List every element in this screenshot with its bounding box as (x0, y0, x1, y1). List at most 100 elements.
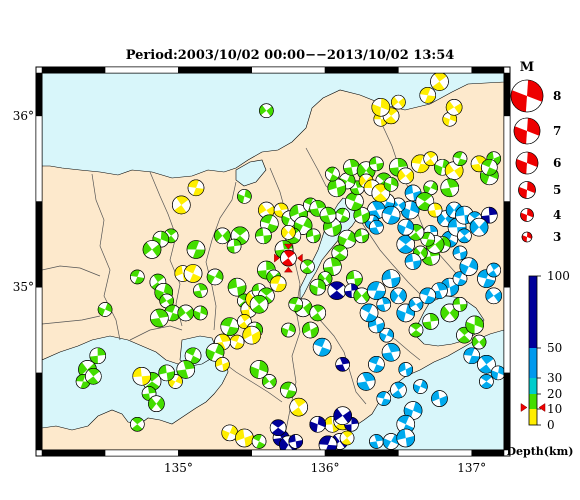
event-beachball (142, 240, 162, 259)
event-beachball (149, 273, 167, 291)
event-beachball (465, 315, 484, 335)
event-beachball (324, 415, 341, 433)
lon-label: 135° (164, 461, 193, 475)
depth-band (529, 348, 537, 378)
map-border-ticks (35, 66, 511, 457)
depth-scale-title: Depth(km) (507, 445, 574, 458)
frame-bar-bottom (41, 449, 106, 457)
event-beachball (237, 314, 252, 329)
event-beachball (376, 391, 392, 406)
magnitude-legend-label: 7 (553, 124, 561, 138)
frame-bar-right (503, 286, 511, 374)
lon-label: 137° (457, 461, 486, 475)
frame-bar-bottom (178, 449, 252, 457)
event-beachball (404, 184, 422, 202)
magnitude-legend-ball (510, 79, 544, 113)
event-beachball (309, 415, 327, 433)
event-beachball (356, 372, 376, 391)
magnitude-legend-label: 5 (553, 183, 561, 197)
magnitude-legend-ball (521, 231, 533, 243)
event-beachball (242, 325, 262, 345)
event-beachball (215, 357, 230, 372)
event-beachball (368, 356, 385, 373)
magnitude-legend-label: 6 (553, 156, 561, 170)
event-beachball (132, 367, 152, 386)
event-beachball (471, 334, 487, 350)
event-beachball (269, 419, 287, 437)
event-beachball (259, 103, 274, 118)
frame-bar-left (35, 372, 43, 451)
event-beachball (280, 381, 297, 399)
event-beachball (323, 257, 342, 276)
event-beachball (398, 362, 414, 377)
frame-bar-right (503, 201, 511, 288)
sea-wakasa-bay (235, 159, 267, 187)
event-beachball (309, 304, 327, 322)
event-beachball (427, 202, 443, 218)
depth-tick-label: 10 (547, 402, 562, 416)
event-beachball (269, 275, 287, 293)
event-beachball (319, 206, 337, 224)
magnitude-legend-ball (513, 117, 541, 145)
magnitude-legend-ball (515, 151, 539, 175)
event-beachball (235, 428, 254, 448)
event-beachball (481, 158, 498, 176)
event-beachball (452, 151, 468, 166)
event-beachball (300, 259, 315, 274)
event-beachball (413, 379, 428, 394)
event-beachball (391, 94, 406, 110)
highlight-marker-top (283, 243, 293, 250)
event-beachball (397, 167, 415, 185)
current-depth-marker-left (520, 403, 528, 412)
depth-tick-label: 30 (547, 371, 562, 385)
event-beachball (227, 277, 247, 297)
frame-bar-top (251, 66, 326, 74)
event-beachball (440, 178, 460, 198)
event-beachball (251, 283, 267, 298)
frame-bar-top (471, 66, 505, 74)
event-beachball (327, 178, 347, 198)
event-beachball (335, 357, 350, 372)
event-beachball (249, 295, 269, 314)
event-beachball (343, 158, 360, 176)
event-beachball (369, 156, 384, 172)
frame-bar-left (35, 201, 43, 288)
event-beachball (262, 374, 277, 389)
frame-bar-left (35, 115, 43, 202)
event-beachball (288, 434, 304, 449)
depth-band (529, 409, 537, 425)
event-beachball (309, 278, 327, 296)
frame-bar-top (324, 66, 399, 74)
event-beachball (382, 433, 400, 450)
frame-bar-top (178, 66, 252, 74)
lat-label: 36° (13, 109, 34, 123)
event-beachball (408, 297, 424, 312)
event-beachball (333, 406, 352, 426)
event-beachball (97, 302, 113, 317)
depth-tick-label: 0 (547, 418, 555, 432)
event-beachball (430, 72, 449, 91)
frame-bar-bottom (251, 449, 326, 457)
event-beachball (255, 227, 272, 245)
event-beachball (214, 227, 231, 245)
event-beachball (306, 228, 321, 244)
frame-bar-top (41, 66, 106, 74)
event-beachball (177, 304, 195, 322)
event-beachball (359, 303, 379, 323)
event-beachball (457, 228, 472, 244)
event-beachball (452, 297, 468, 312)
event-beachball (376, 297, 392, 312)
event-beachball (325, 166, 340, 182)
magnitude-legend: M 8 7 6 5 4 3 (510, 60, 561, 244)
event-beachball (89, 347, 107, 365)
magnitude-legend-title: M (520, 60, 534, 75)
highlight-marker-left (274, 253, 280, 263)
frame-bar-left (35, 72, 43, 117)
event-beachball (327, 281, 347, 300)
event-beachball (419, 86, 437, 104)
sea-japan-sea (42, 73, 504, 179)
frame-bar-bottom (471, 449, 505, 457)
frame-bar-bottom (398, 449, 472, 457)
magnitude-legend-ball (520, 208, 534, 222)
